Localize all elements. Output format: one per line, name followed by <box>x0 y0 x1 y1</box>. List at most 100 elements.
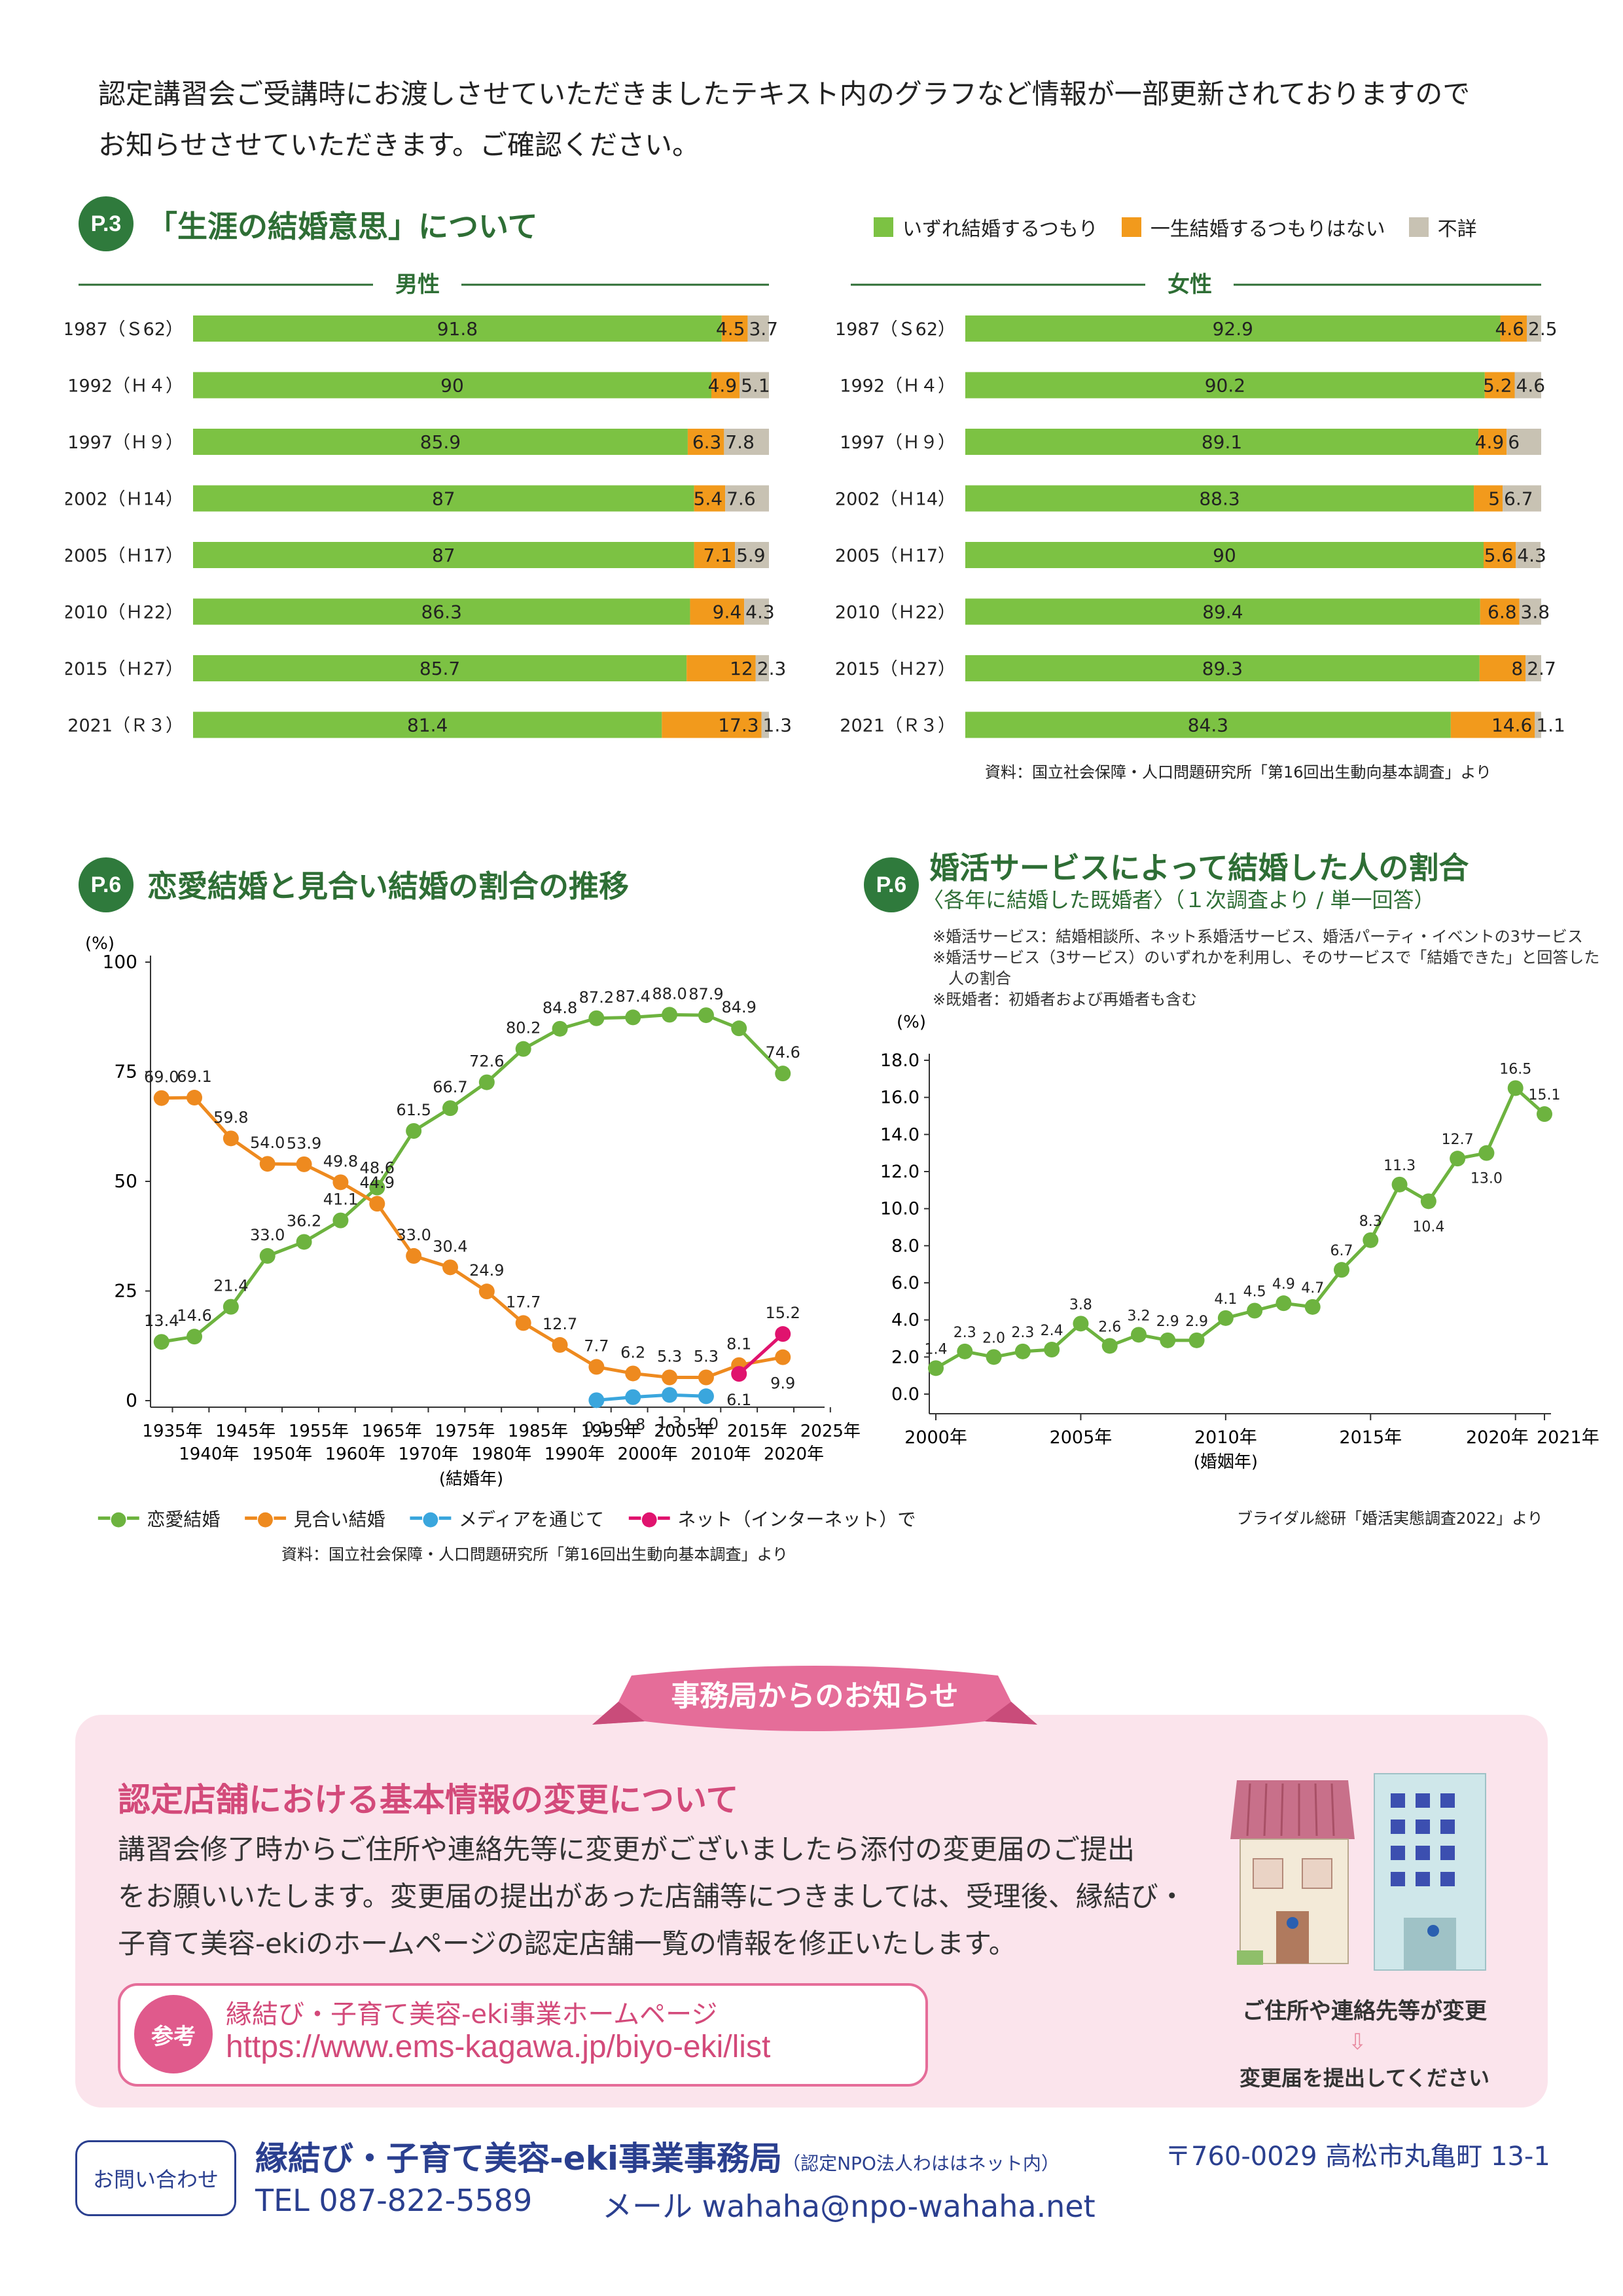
series-data-label: 84.9 <box>721 998 756 1016</box>
bar-data-label: 5.6 <box>1484 545 1514 566</box>
bar-data-label: 5.4 <box>694 488 723 510</box>
x-tick-label: 2021年 <box>1537 1427 1599 1448</box>
x-tick-label: 1975年 <box>435 1422 495 1441</box>
series-data-label: 87.9 <box>688 985 723 1003</box>
series-point <box>625 1365 641 1382</box>
intro-line-2: お知らせさせていただきます。ご確認ください。 <box>98 129 700 161</box>
series-data-label: 15.1 <box>1529 1087 1561 1103</box>
email[interactable]: メール wahaha@npo-wahaha.net <box>602 2189 1096 2224</box>
bar-data-label: 91.8 <box>437 318 478 340</box>
telephone[interactable]: TEL 087-822-5589 <box>255 2183 533 2218</box>
bar-data-label: 7.8 <box>725 431 755 453</box>
series-point <box>223 1299 239 1315</box>
series-data-label: 16.5 <box>1499 1062 1531 1078</box>
x-tick-label: 1940年 <box>179 1444 239 1464</box>
bar-category-label: 2021（Ｒ３） <box>840 716 955 736</box>
legend-swatch-green <box>874 217 893 237</box>
x-axis-label: (婚姻年) <box>1194 1452 1258 1472</box>
bar-segment <box>193 542 694 568</box>
series-data-label: 13.4 <box>144 1312 179 1330</box>
series-point <box>296 1156 312 1172</box>
series-point <box>406 1247 422 1264</box>
series-point <box>332 1212 349 1229</box>
series-point <box>515 1041 531 1057</box>
bar-category-label: 1997（Ｈ９） <box>840 433 955 453</box>
notice-ribbon: 事務局からのお知らせ <box>592 1666 1037 1731</box>
x-tick-label: 1985年 <box>508 1422 568 1441</box>
series-data-label: 1.0 <box>694 1414 719 1433</box>
series-data-label: 3.8 <box>1069 1297 1092 1313</box>
bar-segment <box>193 315 722 342</box>
series-point <box>1131 1327 1147 1343</box>
y-tick-label: 25 <box>114 1280 137 1302</box>
series-point <box>478 1074 495 1090</box>
bar-segment <box>965 542 1484 568</box>
series-point <box>187 1329 203 1345</box>
bar-data-label: 4.6 <box>1495 318 1524 340</box>
series-data-label: 2.0 <box>982 1330 1005 1346</box>
series-point <box>928 1360 944 1376</box>
bar-segment <box>662 711 762 738</box>
bar-segment <box>193 655 687 681</box>
bar-category-label: 2002（Ｈ14） <box>65 490 183 510</box>
series-point <box>986 1349 1002 1365</box>
series-data-label: 6.1 <box>726 1391 751 1409</box>
x-tick-label: 2010年 <box>690 1444 751 1464</box>
series-data-label: 17.7 <box>506 1293 541 1311</box>
bar-segment <box>965 429 1479 455</box>
reference-box <box>118 1983 928 2087</box>
series-data-label: 74.6 <box>766 1043 800 1062</box>
bar-segment <box>755 655 769 681</box>
series-point <box>1014 1343 1031 1359</box>
x-tick-label: 1995年 <box>581 1422 641 1441</box>
series-point <box>478 1283 495 1300</box>
bar-category-label: 2005（Ｈ17） <box>835 546 955 566</box>
notice-body-line-3: 子育て美容-ekiのホームページの認定店舗一覧の情報を修正いたします。 <box>118 1928 1016 1960</box>
illustration-caption-2: 変更届を提出してください <box>1239 2066 1490 2090</box>
bar-data-label: 5.1 <box>741 375 770 397</box>
series-data-label: 87.2 <box>579 988 614 1007</box>
series-point <box>1391 1176 1408 1193</box>
bar-data-label: 7.1 <box>704 545 733 566</box>
bar-segment <box>694 485 726 512</box>
series-point <box>957 1343 973 1359</box>
page-badge-p3: P.3 <box>79 196 134 251</box>
series-point <box>1363 1232 1379 1248</box>
x-tick-label: 2005年 <box>654 1422 714 1441</box>
bar-segment <box>1516 542 1541 568</box>
bar-data-label: 6.3 <box>692 431 722 453</box>
series-data-label: 11.3 <box>1383 1158 1416 1174</box>
legend-label-never-marry: 一生結婚するつもりはない <box>1150 218 1385 241</box>
x-tick-label: 2020年 <box>764 1444 824 1464</box>
series-point <box>552 1020 568 1037</box>
female-heading: 女性 <box>1168 272 1212 298</box>
series-point <box>662 1007 678 1023</box>
bar-segment <box>744 598 769 625</box>
series-data-label: 30.4 <box>433 1237 467 1255</box>
bar-data-label: 4.9 <box>1475 431 1505 453</box>
series-data-label: 6.2 <box>620 1343 645 1361</box>
series-data-label: 24.9 <box>469 1261 504 1280</box>
note-2: ※婚活サービス（3サービス）のいずれかを利用し、そのサービスで「結婚できた」と回… <box>933 948 1600 967</box>
reference-url-link[interactable]: https://www.ems-kagawa.jp/biyo-eki/list <box>226 2030 771 2064</box>
series-point <box>698 1369 714 1386</box>
series-line <box>596 1393 707 1402</box>
bar-data-label: 88.3 <box>1199 488 1240 510</box>
legend-marker-media: ━●━ <box>410 1507 451 1530</box>
series-data-label: 2.3 <box>1011 1325 1034 1341</box>
series-data-label: 69.1 <box>177 1067 211 1086</box>
y-tick-label: 0 <box>126 1390 137 1411</box>
y-tick-label: 8.0 <box>891 1236 919 1256</box>
series-point <box>153 1334 169 1350</box>
bar-data-label: 1.1 <box>1536 715 1565 736</box>
y-tick-label: 0.0 <box>891 1384 919 1405</box>
bar-category-label: 2010（Ｈ22） <box>835 603 955 623</box>
x-tick-label: 2000年 <box>617 1444 677 1464</box>
series-data-label: 2.6 <box>1098 1319 1121 1335</box>
x-tick-label: 2025年 <box>800 1422 861 1441</box>
bar-data-label: 8 <box>1511 658 1523 679</box>
bar-data-label: 90 <box>440 375 464 397</box>
buildings-illustration <box>1230 1773 1486 1971</box>
series-point <box>369 1179 385 1196</box>
bar-data-label: 90.2 <box>1205 375 1245 397</box>
